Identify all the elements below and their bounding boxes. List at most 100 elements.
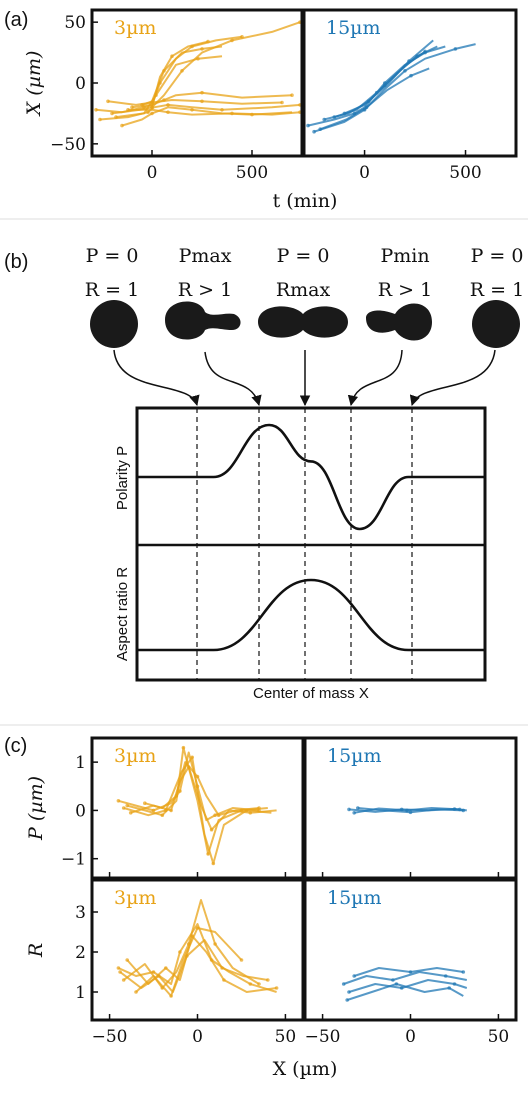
series-point (347, 990, 351, 994)
panel-c: 3µm 1 0 −1 15µm 3µm 3 2 1 −50 0 50 15µm −50 0 50 P (µm) R… (25, 736, 518, 1080)
series-point (356, 806, 360, 810)
series-point (143, 801, 147, 805)
series-line-8 (115, 55, 223, 119)
series-point (409, 73, 413, 78)
series-point (154, 93, 158, 97)
aspect-axis-label: Aspect ratio R (114, 567, 131, 661)
x-tick-label: −50 (305, 1027, 341, 1047)
shape-label-p: P = 0 (86, 245, 139, 267)
series-point (190, 108, 194, 112)
series-point (222, 978, 226, 982)
series-point (408, 970, 413, 974)
series-point (447, 986, 452, 990)
x-tick-label: 500 (236, 163, 268, 183)
series-point (164, 808, 168, 813)
cell-shape-pmin (366, 303, 432, 341)
series-label: 15µm (327, 745, 382, 767)
series-point (185, 954, 189, 958)
series-point (180, 69, 184, 73)
series-point (266, 978, 270, 982)
y-tick-label: 0 (75, 74, 86, 94)
series-point (106, 99, 110, 104)
plot-frame (302, 8, 518, 158)
series-point (211, 861, 216, 866)
series-point (174, 794, 179, 798)
series-point (126, 108, 130, 112)
series-point (166, 110, 170, 114)
series-point (318, 127, 323, 131)
series-point (408, 810, 413, 815)
cell-shape-pmax (165, 301, 241, 340)
series-point (150, 105, 154, 110)
series-point (461, 970, 466, 974)
shape-label-r: Rmax (276, 279, 331, 301)
series-point (169, 808, 173, 813)
series-point (200, 99, 204, 104)
series-point (443, 974, 448, 978)
x-tick-label: 0 (192, 1027, 203, 1047)
series-point (230, 111, 234, 116)
series-point (170, 54, 174, 58)
series-label: 3µm (114, 17, 156, 39)
series-line-2 (130, 766, 277, 831)
series-point (118, 970, 122, 974)
y-tick-label: 1 (75, 983, 86, 1003)
series-point (345, 998, 350, 1002)
series-point (352, 974, 357, 978)
series-label: 15µm (326, 17, 381, 39)
series-point (150, 111, 154, 116)
series-point (213, 942, 217, 946)
series-point (121, 978, 126, 982)
series-point (209, 827, 214, 832)
cell-shape-round (90, 300, 138, 348)
arrow (204, 351, 262, 407)
series-point (160, 813, 165, 817)
series-point (403, 69, 407, 73)
series-point (200, 47, 204, 51)
series-point (257, 982, 261, 986)
series-point (248, 982, 253, 986)
series-point (399, 986, 404, 990)
series-point (134, 990, 138, 994)
series-label: 3µm (114, 745, 156, 767)
series-point (364, 105, 369, 110)
center-of-mass-label: Center of mass X (253, 685, 369, 702)
x-tick-label: 0 (147, 163, 158, 183)
x-axis-label: t (min) (273, 190, 338, 212)
series-line-5 (319, 67, 430, 131)
cell-shape-rmax (258, 306, 348, 338)
shape-label-r: R > 1 (178, 279, 232, 301)
series-line-0 (118, 751, 260, 822)
series-point (110, 111, 114, 116)
series-line-2 (323, 39, 434, 121)
series-point (206, 852, 210, 856)
series-point (461, 808, 466, 813)
y-tick-label: 2 (75, 943, 86, 963)
series-label: 15µm (327, 887, 382, 909)
series-line-1 (313, 43, 476, 133)
shape-label-r: R = 1 (470, 279, 524, 301)
series-line-6 (107, 99, 283, 106)
series-point (394, 982, 399, 986)
series-point (383, 83, 387, 88)
series-point (213, 813, 217, 817)
cell-shape-round (472, 300, 520, 348)
series-point (239, 958, 244, 962)
shape-label-r: R > 1 (378, 279, 432, 301)
plot-c-P-3um: 3µm 1 0 −1 (61, 736, 305, 880)
y-tick-label: −50 (50, 135, 86, 155)
shape-label-p: Pmax (179, 245, 232, 267)
x-tick-label: 500 (449, 163, 481, 183)
series-point (200, 90, 204, 95)
series-point (121, 806, 126, 810)
series-point (240, 35, 244, 39)
series-point (257, 806, 261, 810)
r-axis-label: R (25, 943, 47, 958)
series-line-9 (128, 108, 301, 116)
series-point (151, 808, 156, 813)
series-line-3 (135, 927, 243, 997)
panel-label-b: (b) (4, 251, 28, 273)
series-point (146, 110, 150, 114)
series-point (178, 950, 182, 954)
